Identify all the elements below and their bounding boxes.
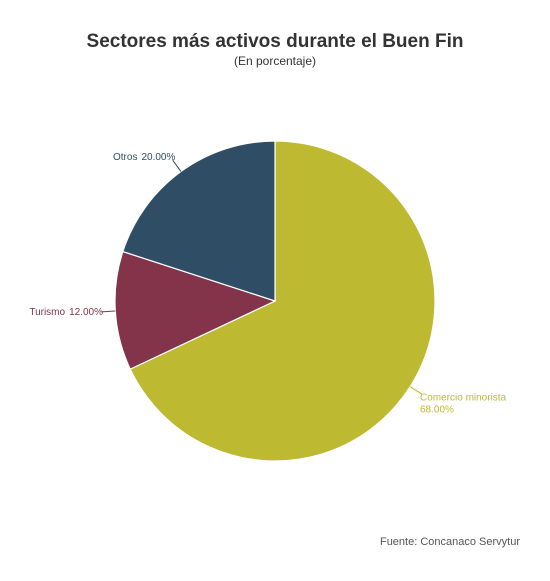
leader-line: [172, 159, 182, 172]
slice-value-label: 12.00%: [69, 307, 103, 318]
pie-slice: [114, 250, 277, 370]
slice-label-group: Otros 20.00%: [113, 152, 175, 163]
slice-label: Otros: [113, 152, 137, 163]
leader-line: [101, 310, 116, 313]
slice-label: Comercio minorista: [420, 393, 507, 404]
chart-subtitle: (En porcentaje): [234, 54, 316, 68]
leader-line: [409, 386, 423, 395]
slice-label-group: Turismo 12.00%: [29, 307, 103, 318]
slice-label: Turismo: [29, 307, 65, 318]
pie: [114, 140, 436, 462]
slice-value-label: 68.00%: [420, 405, 454, 416]
source-note: Fuente: Concanaco Servytur: [380, 536, 520, 548]
slice-value-label: 20.00%: [141, 152, 175, 163]
chart-title: Sectores más activos durante el Buen Fin: [87, 31, 464, 52]
pie-slice: [129, 140, 436, 462]
